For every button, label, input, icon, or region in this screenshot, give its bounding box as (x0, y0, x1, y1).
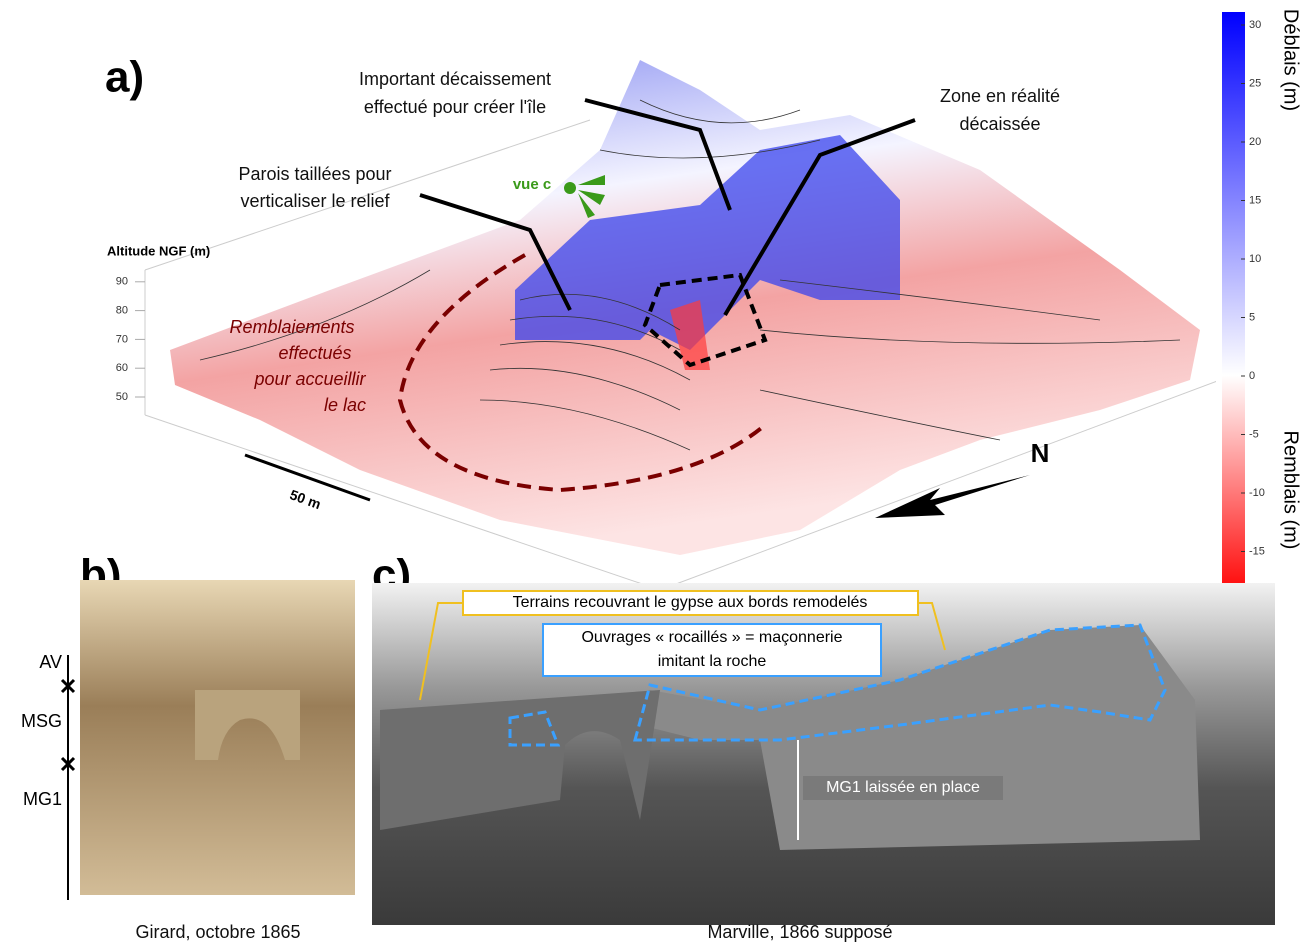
tick-label: 0 (1249, 370, 1255, 382)
colorbar-ticks: 30 25 20 15 10 5 0 -5 -10 -15 (1241, 19, 1265, 557)
annotation-line: verticaliser le relief (240, 191, 390, 211)
colorbar-label: Remblais (m) (1280, 431, 1302, 550)
caption: Girard, octobre 1865 (135, 922, 300, 942)
photo-c-rock (620, 625, 1200, 850)
north-label: N (1031, 438, 1050, 468)
contours (199, 99, 1181, 451)
annotation-line: effectué pour créer l'île (364, 97, 546, 117)
colorbar-label: Déblais (m) (1280, 9, 1302, 111)
pointer-arrows (419, 98, 916, 317)
axis-label: Altitude NGF (m) (107, 243, 210, 258)
tick-label: -15 (1249, 545, 1265, 557)
panel-label: a) (105, 53, 144, 102)
annotation-line: le lac (324, 395, 366, 415)
scale-label: 50 m (288, 486, 323, 512)
terrain-blue (515, 135, 900, 350)
view-label: vue c (513, 176, 551, 193)
annotation-line: effectués (278, 343, 351, 363)
photo-c-bridge (380, 690, 660, 830)
annotation-line: MG1 laissée en place (826, 779, 980, 796)
layer-markers (60, 655, 76, 900)
tick-label: 15 (1249, 194, 1261, 206)
photo-b-arch (195, 690, 300, 760)
annotation-box (462, 590, 919, 616)
annotation-line: Remblaiements (229, 317, 354, 337)
tick-label: 10 (1249, 253, 1261, 265)
tick-label: 60 (116, 362, 128, 374)
annotation-line: Terrains recouvrant le gypse aux bords r… (513, 594, 868, 611)
terrain-red (670, 300, 710, 370)
annotation-line: Important décaissement (359, 69, 551, 89)
connector-arrows (419, 602, 946, 701)
layer-label: MG1 (23, 789, 62, 809)
annotation-line: Parois taillées pour (238, 164, 391, 184)
fill-arrow-path (397, 253, 767, 493)
tick-label: 50 (116, 391, 128, 403)
annotation-line: décaissée (959, 114, 1040, 134)
colorbar (1222, 12, 1245, 598)
tick-label: 80 (116, 305, 128, 317)
rocaille-outline (508, 623, 1167, 747)
dashed-zone (642, 272, 768, 368)
annotation-line: pour accueillir (253, 369, 366, 389)
annotation: Remblaiements effectués pour accueillir … (229, 317, 366, 415)
tick-label: -10 (1249, 487, 1265, 499)
annotation-box (803, 776, 1003, 800)
view-marker (564, 175, 605, 218)
axes-box (144, 119, 1221, 591)
tick-label: 20 (1249, 136, 1261, 148)
tick-label: 70 (116, 333, 128, 345)
north-arrow (875, 475, 1030, 518)
tick-label: 90 (116, 276, 128, 288)
tick-label: 5 (1249, 311, 1255, 323)
annotation-line: Ouvrages « rocaillés » = maçonnerie (581, 629, 842, 646)
annotation: Important décaissement effectué pour cré… (238, 69, 1060, 211)
tick-label: -5 (1249, 428, 1259, 440)
tick-label: 30 (1249, 19, 1261, 31)
annotation-line: imitant la roche (658, 653, 767, 670)
scale-bar (244, 453, 371, 502)
altitude-ticks: 90 80 70 60 50 (116, 276, 145, 403)
caption: Marville, 1866 supposé (707, 922, 892, 942)
layer-label: MSG (21, 711, 62, 731)
annotation-box (542, 623, 882, 677)
layer-label: AV (39, 652, 62, 672)
tick-label: 25 (1249, 77, 1261, 89)
annotation-line: Zone en réalité (940, 86, 1060, 106)
